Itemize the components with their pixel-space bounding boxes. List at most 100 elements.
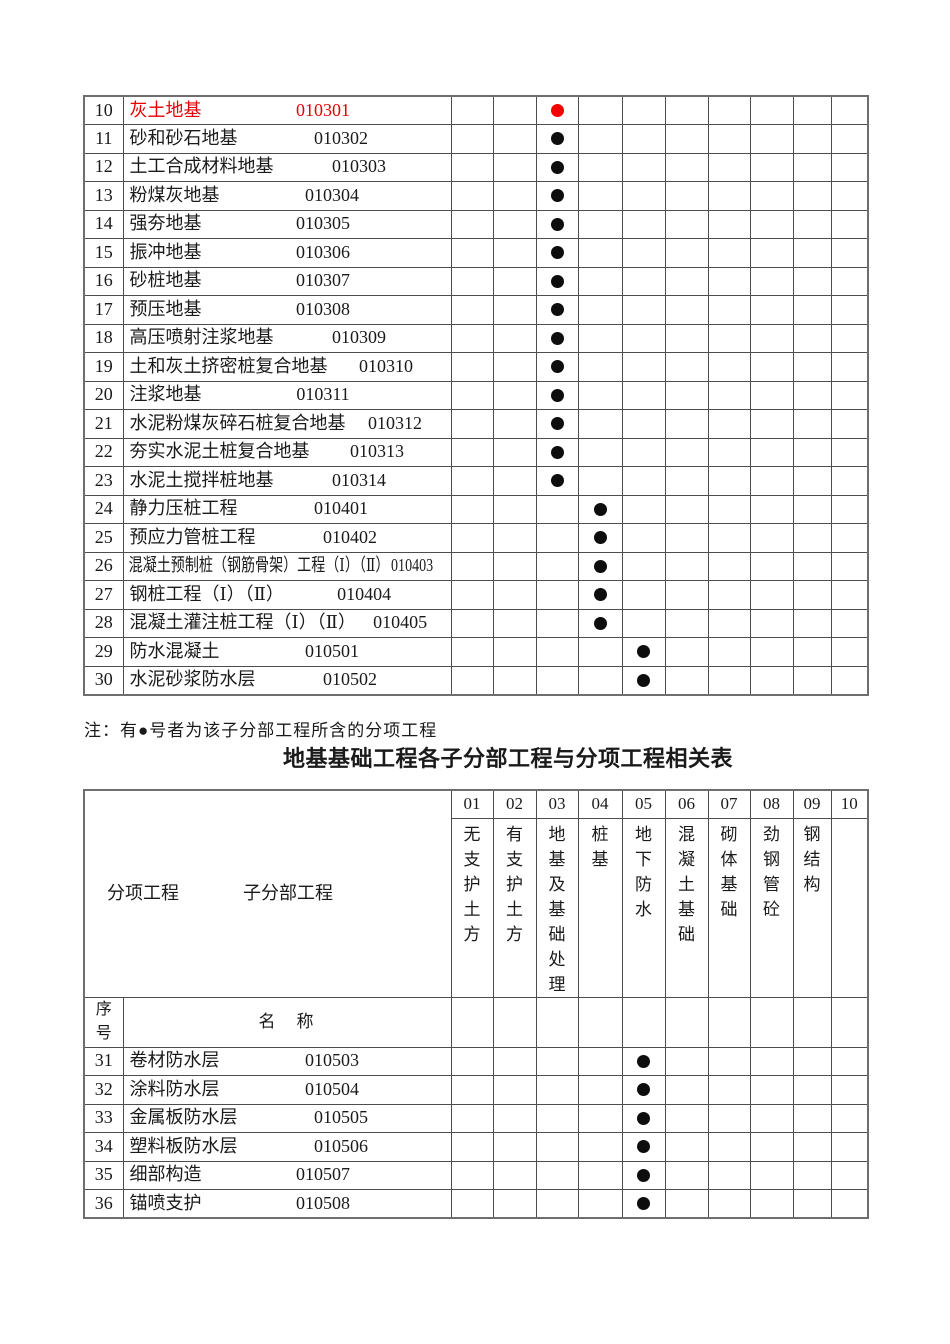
dot-cell xyxy=(621,437,666,467)
dot-cell xyxy=(830,1132,869,1162)
item-name-wrap: 钢桩工程（Ⅰ）（Ⅱ） 010404 xyxy=(124,584,450,605)
dot-cell xyxy=(577,1075,623,1105)
dot-cell xyxy=(792,1189,832,1219)
empty-cell xyxy=(830,996,869,1048)
item-name-wrap: 细部构造 010507 xyxy=(124,1165,450,1185)
item-name: 水泥粉煤灰碎石桩复合地基 xyxy=(129,412,346,433)
dot-cell xyxy=(621,1075,666,1105)
row-number: 18 xyxy=(83,323,124,353)
item-name: 砂和砂石地基 xyxy=(129,127,238,148)
dot-cell xyxy=(792,494,832,524)
item-name: 注浆地基 xyxy=(129,384,202,405)
corner-header-cell: 分项工程 子分部工程 xyxy=(83,789,452,998)
dot-cell xyxy=(535,523,579,553)
dot-cell xyxy=(577,352,623,382)
item-name-cell: 防水混凝土 010501 xyxy=(122,637,452,667)
dot-cell xyxy=(577,152,623,182)
dot-cell xyxy=(535,580,579,610)
dot-cell xyxy=(830,95,869,125)
dot-cell xyxy=(621,181,666,211)
dot-cell xyxy=(492,1103,537,1133)
row-number: 34 xyxy=(83,1132,124,1162)
dot-cell xyxy=(792,323,832,353)
dot-cell xyxy=(749,181,794,211)
dot-cell xyxy=(621,466,666,496)
dot-cell xyxy=(535,494,579,524)
dot-cell xyxy=(492,494,537,524)
dot-cell xyxy=(749,352,794,382)
dot-cell xyxy=(707,1189,751,1219)
table-row: 18 高压喷射注浆地基 010309 xyxy=(83,323,869,353)
column-number-07: 07 xyxy=(707,789,751,819)
item-name-wrap: 砂桩地基 010307 xyxy=(124,270,450,291)
presence-dot xyxy=(637,1111,650,1125)
row-number: 21 xyxy=(83,409,124,439)
dot-cell xyxy=(577,409,623,439)
item-name-wrap: 砂和砂石地基 010302 xyxy=(124,127,450,149)
column-label-cell: 地基及基础处理 xyxy=(535,817,579,998)
presence-dot xyxy=(550,331,564,345)
item-code: 010307 xyxy=(296,270,350,291)
dot-cell xyxy=(450,1132,494,1162)
presence-dot xyxy=(637,1083,650,1097)
dot-cell xyxy=(792,1160,832,1190)
dot-cell xyxy=(621,1160,666,1190)
row-number: 14 xyxy=(83,209,124,239)
presence-dot xyxy=(593,559,607,573)
item-code: 010308 xyxy=(296,298,350,319)
presence-dot xyxy=(637,1054,650,1068)
row-number: 13 xyxy=(83,181,124,211)
item-name: 预压地基 xyxy=(129,298,202,319)
column-label: 地基及基础处理 xyxy=(548,824,566,994)
dot-cell xyxy=(492,352,537,382)
dot-cell xyxy=(450,352,494,382)
dot-cell xyxy=(535,95,579,125)
item-name-cell: 预应力管桩工程 010402 xyxy=(122,523,452,553)
dot-cell xyxy=(450,637,494,667)
row-number: 27 xyxy=(83,580,124,610)
item-name-cell: 土工合成材料地基 010303 xyxy=(122,152,452,182)
dot-cell xyxy=(749,1046,794,1076)
presence-dot xyxy=(550,132,564,146)
empty-cell xyxy=(707,996,751,1048)
dot-cell xyxy=(535,209,579,239)
item-name-cell: 预压地基 010308 xyxy=(122,295,452,325)
dot-cell xyxy=(664,608,709,638)
dot-cell xyxy=(577,1046,623,1076)
column-label-cell: 桩基 xyxy=(577,817,623,998)
table-row: 19 土和灰土挤密桩复合地基 010310 xyxy=(83,352,869,382)
item-code: 010402 xyxy=(323,526,377,547)
column-label: 桩基 xyxy=(591,824,609,869)
dot-cell xyxy=(535,437,579,467)
table-row: 11 砂和砂石地基 010302 xyxy=(83,124,869,154)
table-row: 12 土工合成材料地基 010303 xyxy=(83,152,869,182)
item-name-wrap: 防水混凝土 010501 xyxy=(124,641,450,662)
dot-cell xyxy=(664,523,709,553)
table-row: 16 砂桩地基 010307 xyxy=(83,266,869,296)
dot-cell xyxy=(492,380,537,410)
corner-label-subdivision: 子分部工程 xyxy=(243,882,333,903)
dot-cell xyxy=(707,352,751,382)
item-code: 010401 xyxy=(314,498,368,519)
table-row: 32 涂料防水层 010504 xyxy=(83,1075,869,1105)
dot-cell xyxy=(830,266,869,296)
dot-cell xyxy=(707,238,751,268)
dot-cell xyxy=(830,1046,869,1076)
dot-cell xyxy=(450,551,494,581)
item-name-cell: 振冲地基 010306 xyxy=(122,238,452,268)
presence-dot xyxy=(637,673,650,687)
dot-cell xyxy=(535,1189,579,1219)
item-code: 010503 xyxy=(305,1050,359,1071)
dot-cell xyxy=(792,266,832,296)
item-name-cell: 涂料防水层 010504 xyxy=(122,1075,452,1105)
item-name-wrap: 混凝土灌注桩工程（Ⅰ）（Ⅱ） 010405 xyxy=(124,613,450,633)
item-name: 水泥土搅拌桩地基 xyxy=(129,469,274,490)
dot-cell xyxy=(707,665,751,695)
presence-dot xyxy=(550,388,564,402)
column-label-cell: 钢结构 xyxy=(792,817,832,998)
dot-cell xyxy=(577,1103,623,1133)
dot-cell xyxy=(749,494,794,524)
item-name-cell: 砂和砂石地基 010302 xyxy=(122,124,452,154)
row-number: 35 xyxy=(83,1160,124,1190)
column-number-01: 01 xyxy=(450,789,494,819)
